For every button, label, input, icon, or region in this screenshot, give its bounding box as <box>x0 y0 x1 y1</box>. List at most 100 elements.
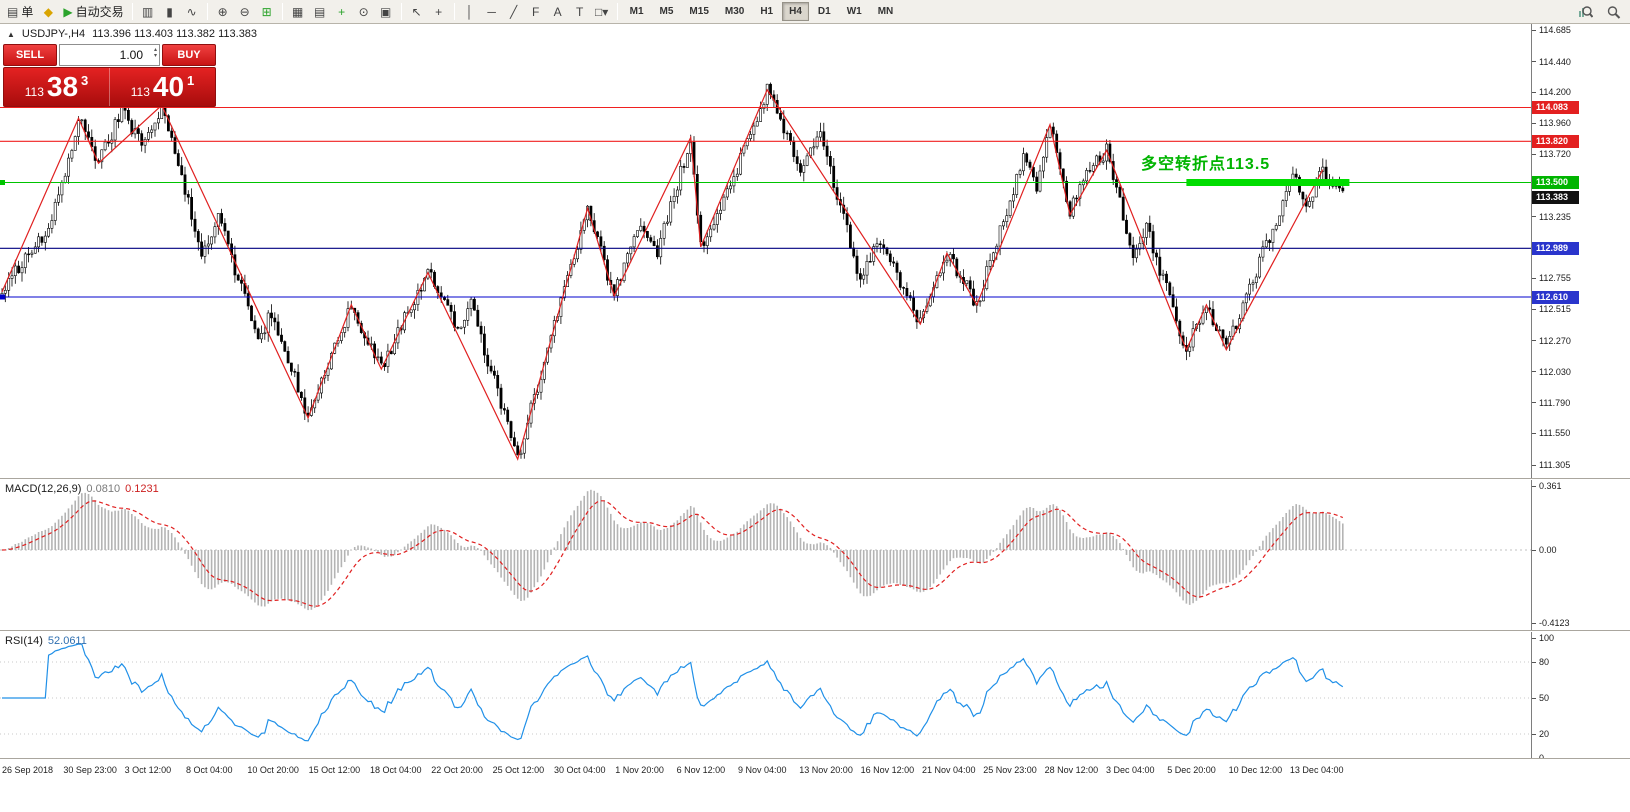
toolbar: ▤ 单 ◆ ▶ 自动交易 ▥ ▮ ∿ ⊕ ⊖ ⊞ ▦ ▤ + ⊙ ▣ ↖ + │ ─ ╱ F A T □▾ M1 M5 M15 M30 H… <box>0 0 1630 24</box>
volume-value: 1.00 <box>119 48 143 62</box>
macd-axis-label: 0.00 <box>1539 545 1557 555</box>
price-axis[interactable]: 114.685114.440114.200113.960113.720113.4… <box>1531 24 1630 812</box>
price-tick <box>1532 432 1536 434</box>
fibonacci-button[interactable]: F <box>525 2 547 22</box>
price-tick <box>1532 122 1536 124</box>
collapse-arrow-icon[interactable]: ▲ <box>7 29 15 39</box>
text-icon: A <box>553 4 562 19</box>
timeframe-m5-button[interactable]: M5 <box>659 6 674 17</box>
panel-splitter[interactable] <box>0 758 1630 760</box>
rsi-name: RSI(14) <box>5 635 43 647</box>
tile-windows-icon: ⊞ <box>261 4 272 19</box>
label-icon: T <box>575 4 584 19</box>
timeframe-w1-button[interactable]: W1 <box>846 6 862 17</box>
line-chart-button[interactable]: ∿ <box>181 2 203 22</box>
sell-price-button[interactable]: 113 38 3 <box>4 68 109 106</box>
shapes-button[interactable]: □▾ <box>591 2 613 22</box>
volume-input[interactable]: 1.00 ▴ ▾ <box>59 44 160 66</box>
price-tick <box>1532 464 1536 466</box>
timeframe-d1-button[interactable]: D1 <box>817 6 831 17</box>
time-label: 18 Oct 04:00 <box>369 765 422 775</box>
rsi-axis-label: 50 <box>1539 693 1550 703</box>
timeframe-m30-button[interactable]: M30 <box>724 6 745 17</box>
price-tick-label: 112.270 <box>1539 335 1571 346</box>
rsi-axis-label: 80 <box>1539 657 1550 667</box>
timeframe-h4-button[interactable]: H4 <box>782 2 809 21</box>
rsi-value: 52.0611 <box>47 635 87 647</box>
chart-magnifier-icon <box>1579 5 1593 18</box>
rsi-tick <box>1532 734 1536 735</box>
price-tick <box>1532 308 1536 310</box>
toolbar-separator <box>281 3 283 20</box>
trade-widget-prices: 113 38 3 113 40 1 <box>3 67 216 107</box>
add-indicator-button[interactable]: + <box>331 2 353 22</box>
auto-trading-button[interactable]: ▶ 自动交易 <box>59 2 127 22</box>
time-label: 25 Oct 12:00 <box>492 765 545 775</box>
spinner-down-icon[interactable]: ▾ <box>153 53 157 59</box>
sell-price-prefix: 113 <box>24 84 44 99</box>
add-indicator-icon: + <box>338 4 346 19</box>
timeframe-m15-button[interactable]: M15 <box>689 6 709 17</box>
price-tick-label: 112.515 <box>1539 304 1571 315</box>
panel-splitter[interactable] <box>0 478 1630 480</box>
sell-price-big: 38 <box>46 71 79 102</box>
zoom-in-button[interactable]: ⊕ <box>212 2 234 22</box>
price-tick <box>1532 277 1536 279</box>
level-price-badge: 112.610 <box>1532 290 1579 304</box>
period-button[interactable]: ⊙ <box>353 2 375 22</box>
price-divider <box>109 68 110 106</box>
find-chart-button[interactable] <box>1574 2 1597 22</box>
toolbar-separator <box>616 3 618 20</box>
timeframe-h1-button[interactable]: H1 <box>760 6 774 17</box>
time-label: 26 Sep 2018 <box>2 765 54 775</box>
price-tick-label: 111.790 <box>1539 397 1571 408</box>
buy-price-button[interactable]: 113 40 1 <box>110 68 215 106</box>
rsi-chart[interactable] <box>0 632 1531 758</box>
metaeditor-button[interactable]: ◆ <box>37 2 59 22</box>
zoom-out-button[interactable]: ⊖ <box>234 2 256 22</box>
crosshair-button[interactable]: + <box>428 2 450 22</box>
new-order-icon: ▤ <box>7 4 19 19</box>
rsi-tick <box>1532 662 1536 663</box>
volume-spinner[interactable]: ▴ ▾ <box>154 47 157 59</box>
time-label: 1 Nov 20:00 <box>615 765 664 775</box>
candlestick-chart-icon: ▮ <box>166 4 173 19</box>
time-label: 21 Nov 04:00 <box>921 765 976 775</box>
arrange-windows-icon: ▦ <box>291 4 304 19</box>
label-button[interactable]: T <box>569 2 591 22</box>
timeframe-m1-button[interactable]: M1 <box>629 6 644 17</box>
candlestick-chart[interactable] <box>0 24 1531 478</box>
arrange-windows-button[interactable]: ▦ <box>287 2 309 22</box>
price-tick-label: 111.550 <box>1539 428 1571 439</box>
search-button[interactable] <box>1602 2 1625 22</box>
toolbar-right <box>1574 2 1625 22</box>
macd-chart[interactable] <box>0 480 1531 630</box>
template-icon: ▣ <box>379 4 392 19</box>
trendline-button[interactable]: ╱ <box>503 2 525 22</box>
rsi-tick <box>1532 698 1536 699</box>
price-tick-label: 113.960 <box>1539 118 1571 129</box>
macd-axis-label: 0.361 <box>1539 481 1562 492</box>
panel-splitter[interactable] <box>0 630 1630 632</box>
buy-price-big: 40 <box>152 71 185 102</box>
timeframe-mn-button[interactable]: MN <box>877 6 894 17</box>
horizontal-line-button[interactable]: ─ <box>481 2 503 22</box>
buy-button[interactable]: BUY <box>162 44 216 66</box>
candlestick-chart-button[interactable]: ▮ <box>159 2 181 22</box>
price-tick-label: 114.685 <box>1539 25 1571 35</box>
new-order-button-label: 单 <box>21 5 34 19</box>
vertical-line-button[interactable]: │ <box>459 2 481 22</box>
template-button[interactable]: ▣ <box>375 2 397 22</box>
auto-trading-icon: ▶ <box>63 4 73 19</box>
cursor-button[interactable]: ↖ <box>406 2 428 22</box>
new-order-button[interactable]: ▤ 单 <box>3 2 37 22</box>
sell-button[interactable]: SELL <box>3 44 57 66</box>
time-label: 15 Oct 12:00 <box>308 765 361 775</box>
bar-chart-button[interactable]: ▥ <box>137 2 159 22</box>
tile-windows-button[interactable]: ⊞ <box>256 2 278 22</box>
text-button[interactable]: A <box>547 2 569 22</box>
rsi-tick <box>1532 638 1536 639</box>
time-label: 30 Oct 04:00 <box>553 765 606 775</box>
spinner-up-icon[interactable]: ▴ <box>153 47 157 53</box>
cascade-windows-button[interactable]: ▤ <box>309 2 331 22</box>
